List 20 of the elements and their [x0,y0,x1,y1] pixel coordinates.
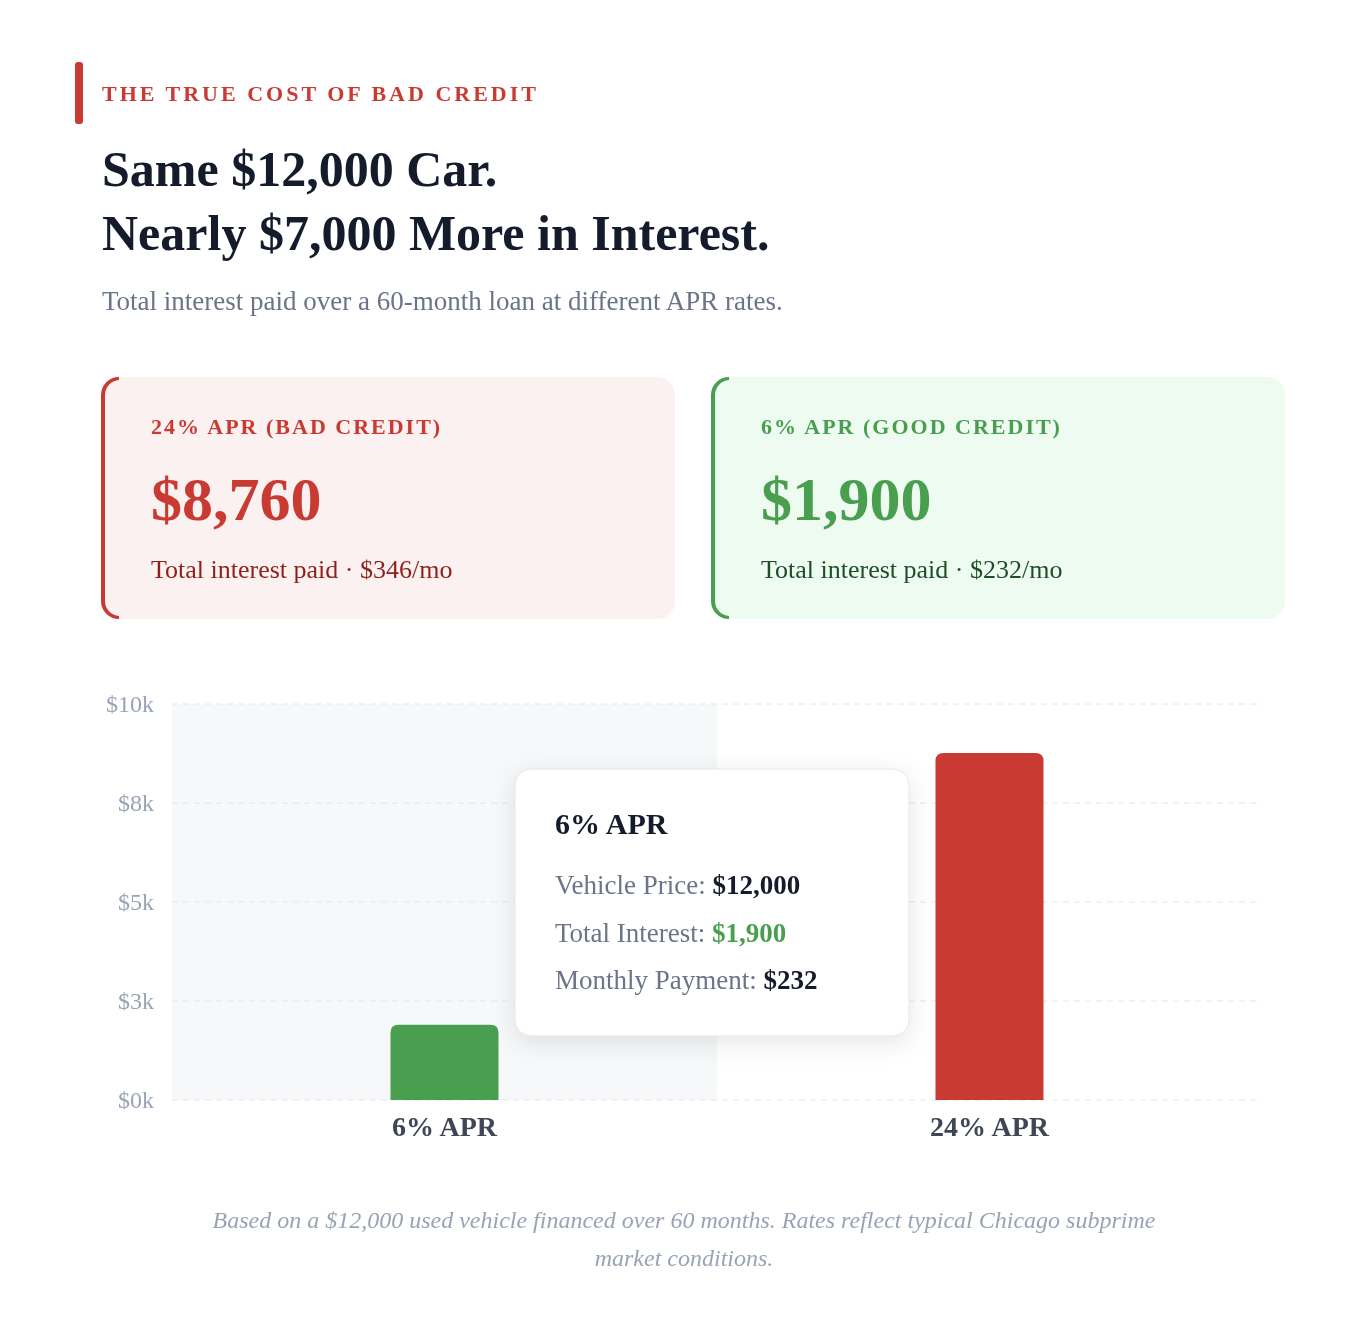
text: 6% APR (GOOD CREDIT) [761,414,1062,439]
y-tick-label: $0k [118,1087,154,1114]
text: Total interest paid · $346/mo [151,555,453,584]
text: $1,900 [761,465,932,533]
text: THE TRUE COST OF BAD CREDIT [102,81,539,106]
text: 24% APR (BAD CREDIT) [151,414,443,439]
annotation: Total Interest: $1,900 [555,917,787,948]
chart-title: Same $12,000 Car. Nearly $7,000 More in Interest. [102,141,770,261]
annotation: Vehicle Price: $12,000 [555,870,801,900]
y-tick-label: $10k [106,691,154,718]
chart-subtitle: Total interest paid over a 60-month loan at different APR rates. [102,286,783,316]
annotation: Monthly Payment: $232 [555,965,818,995]
text: Based on a $12,000 used vehicle financed over 60 months. Rates reflect typical Chicago subprime market conditions. [212,1207,1156,1271]
text: Total interest paid · $232/mo [761,555,1063,584]
y-tick-label: $3k [118,988,154,1015]
text: $8,760 [151,465,322,533]
x-tick-label: 24% APR [930,1110,1050,1142]
annotation: 6% APR [555,807,668,840]
y-tick-label: $5k [118,889,154,916]
y-tick-label: $8k [118,790,154,817]
